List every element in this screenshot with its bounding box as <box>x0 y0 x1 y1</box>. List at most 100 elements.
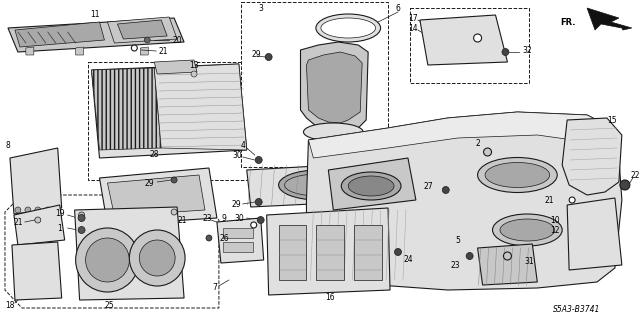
Polygon shape <box>75 207 184 300</box>
Text: 21: 21 <box>177 215 187 225</box>
Polygon shape <box>108 175 205 216</box>
Ellipse shape <box>477 157 557 193</box>
Circle shape <box>171 209 177 215</box>
Ellipse shape <box>341 172 401 200</box>
Text: 14: 14 <box>408 23 418 33</box>
Circle shape <box>255 198 262 205</box>
Circle shape <box>191 71 197 77</box>
Polygon shape <box>247 162 393 207</box>
Text: 20: 20 <box>172 36 182 44</box>
Polygon shape <box>420 15 508 65</box>
Text: 4: 4 <box>241 140 245 149</box>
Text: 30: 30 <box>232 150 242 159</box>
Bar <box>241 2 388 167</box>
Text: 22: 22 <box>630 171 639 180</box>
Circle shape <box>466 252 473 260</box>
Text: 30: 30 <box>234 213 244 222</box>
Text: 29: 29 <box>252 50 262 59</box>
Text: 15: 15 <box>607 116 617 124</box>
Polygon shape <box>307 52 362 123</box>
Text: 19: 19 <box>55 209 65 218</box>
Circle shape <box>394 249 401 255</box>
Circle shape <box>78 227 85 234</box>
Circle shape <box>140 240 175 276</box>
Text: 32: 32 <box>522 45 532 54</box>
Bar <box>316 225 344 280</box>
Text: 29: 29 <box>145 179 154 188</box>
Text: 13: 13 <box>189 60 199 69</box>
Circle shape <box>25 207 31 213</box>
Circle shape <box>206 235 212 241</box>
Circle shape <box>265 53 272 60</box>
Circle shape <box>502 49 509 55</box>
Polygon shape <box>15 22 104 47</box>
Polygon shape <box>12 242 61 300</box>
Polygon shape <box>92 68 161 150</box>
Circle shape <box>156 213 162 219</box>
Polygon shape <box>8 18 184 52</box>
Polygon shape <box>5 195 219 308</box>
Text: 9: 9 <box>221 213 227 222</box>
Polygon shape <box>307 112 622 290</box>
Polygon shape <box>267 208 390 295</box>
Text: 6: 6 <box>396 4 401 12</box>
Text: 18: 18 <box>5 300 15 309</box>
Circle shape <box>131 45 138 51</box>
Polygon shape <box>587 8 632 30</box>
Text: FR.: FR. <box>561 18 576 27</box>
Ellipse shape <box>285 174 352 196</box>
Circle shape <box>484 148 492 156</box>
Polygon shape <box>76 47 84 55</box>
Bar <box>223 228 253 238</box>
Text: 27: 27 <box>423 181 433 190</box>
Bar <box>223 242 253 252</box>
Text: 3: 3 <box>259 4 263 12</box>
Ellipse shape <box>321 18 376 38</box>
Circle shape <box>144 37 150 43</box>
Circle shape <box>442 187 449 194</box>
Text: 1: 1 <box>58 223 62 233</box>
Polygon shape <box>562 118 622 195</box>
Circle shape <box>171 177 177 183</box>
Polygon shape <box>14 205 65 245</box>
Circle shape <box>35 207 41 213</box>
Text: 21: 21 <box>545 196 554 204</box>
Ellipse shape <box>485 163 550 188</box>
Polygon shape <box>477 244 538 285</box>
Circle shape <box>15 207 21 213</box>
Text: 2: 2 <box>476 139 480 148</box>
Text: 21: 21 <box>13 218 22 227</box>
Circle shape <box>504 252 511 260</box>
Polygon shape <box>117 20 167 39</box>
Circle shape <box>255 156 262 164</box>
Ellipse shape <box>316 14 381 42</box>
Ellipse shape <box>303 123 363 141</box>
Polygon shape <box>308 112 617 158</box>
Text: 21: 21 <box>159 46 168 55</box>
Text: 26: 26 <box>219 234 228 243</box>
Text: 5: 5 <box>455 236 460 244</box>
Polygon shape <box>154 64 247 150</box>
Polygon shape <box>108 17 177 43</box>
Text: 10: 10 <box>550 215 560 225</box>
Text: 7: 7 <box>212 284 218 292</box>
Polygon shape <box>301 42 368 135</box>
Text: 25: 25 <box>104 301 115 310</box>
Polygon shape <box>140 47 148 55</box>
Bar <box>410 8 529 83</box>
Text: 28: 28 <box>150 149 159 158</box>
Circle shape <box>569 197 575 203</box>
Text: 16: 16 <box>326 293 335 302</box>
Circle shape <box>129 230 185 286</box>
Circle shape <box>76 228 140 292</box>
Circle shape <box>257 217 264 223</box>
Text: 17: 17 <box>408 13 418 22</box>
Circle shape <box>78 214 85 221</box>
Circle shape <box>620 180 630 190</box>
Ellipse shape <box>500 219 555 241</box>
Polygon shape <box>567 198 622 270</box>
Ellipse shape <box>278 170 358 200</box>
Text: 12: 12 <box>550 226 560 235</box>
Bar <box>88 62 276 180</box>
Bar <box>278 225 307 280</box>
